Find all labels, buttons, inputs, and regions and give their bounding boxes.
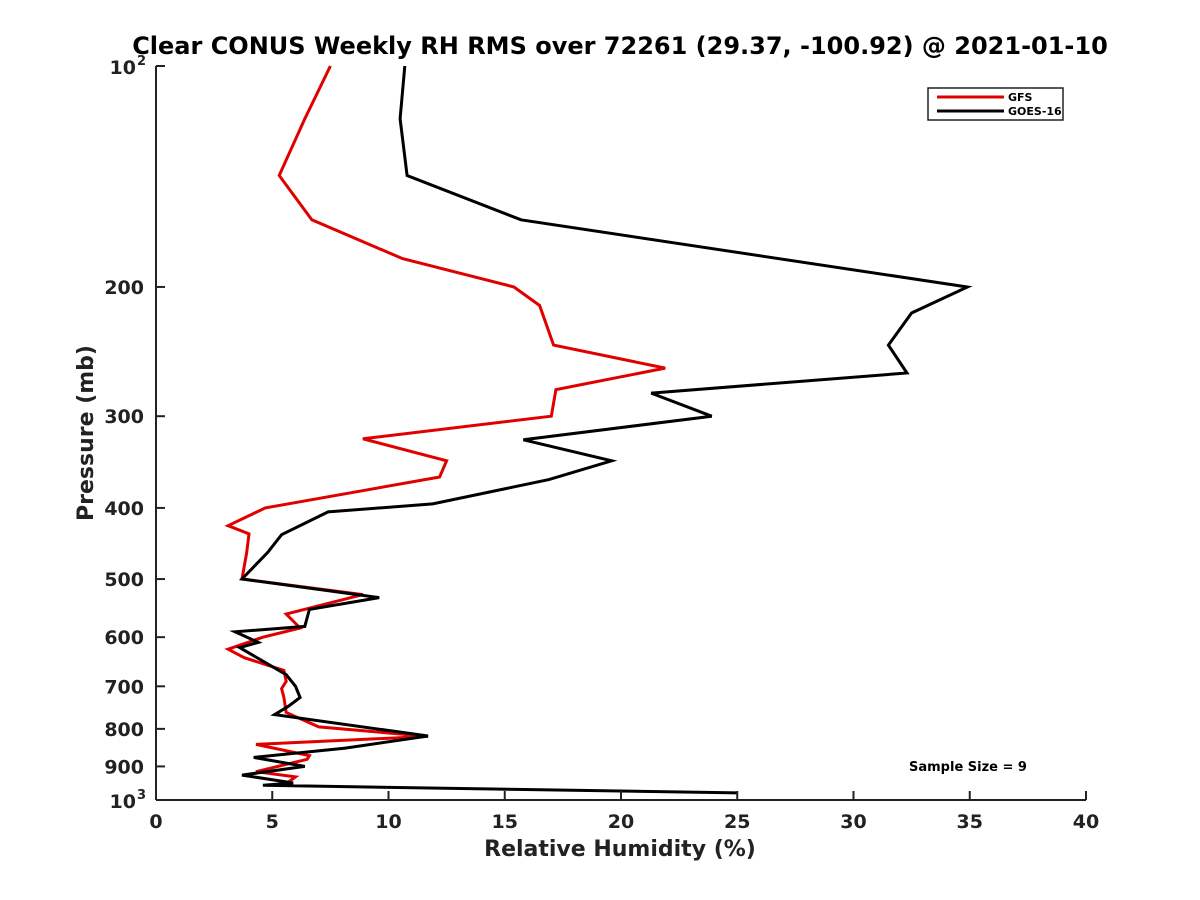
y-tick-label: 400: [104, 498, 144, 520]
legend-box: [927, 87, 1064, 121]
x-tick-label: 10: [375, 811, 401, 833]
legend-label-goes-16: GOES-16: [1008, 105, 1062, 118]
y-tick-label: 300: [104, 406, 144, 428]
x-tick-label: 35: [957, 811, 983, 833]
y-tick-label: 800: [104, 719, 144, 741]
y-tick-label: 10: [110, 57, 136, 79]
y-tick-label: 700: [104, 676, 144, 698]
y-tick-exponent: 3: [137, 788, 146, 803]
y-tick-label: 200: [104, 277, 144, 299]
series-line-gfs: [224, 65, 666, 787]
y-tick-exponent: 2: [137, 54, 146, 69]
x-tick-label: 0: [149, 811, 162, 833]
y-tick-label: 500: [104, 569, 144, 591]
x-axis-label: Relative Humidity (%): [484, 837, 756, 862]
x-tick-label: 5: [266, 811, 279, 833]
x-tick-label: 20: [608, 811, 634, 833]
x-tick-label: 40: [1073, 811, 1099, 833]
y-tick-label: 900: [104, 756, 144, 778]
x-tick-label: 30: [840, 811, 866, 833]
x-tick-label: 15: [492, 811, 518, 833]
sample-size-annotation: Sample Size = 9: [909, 760, 1027, 775]
legend-label-gfs: GFS: [1008, 91, 1033, 104]
y-axis-label: Pressure (mb): [74, 345, 99, 521]
chart-title: Clear CONUS Weekly RH RMS over 72261 (29…: [132, 32, 1108, 60]
series-line-goes-16: [229, 65, 973, 795]
y-tick-label: 10: [110, 791, 136, 813]
y-tick-label: 600: [104, 627, 144, 649]
x-tick-label: 25: [724, 811, 750, 833]
